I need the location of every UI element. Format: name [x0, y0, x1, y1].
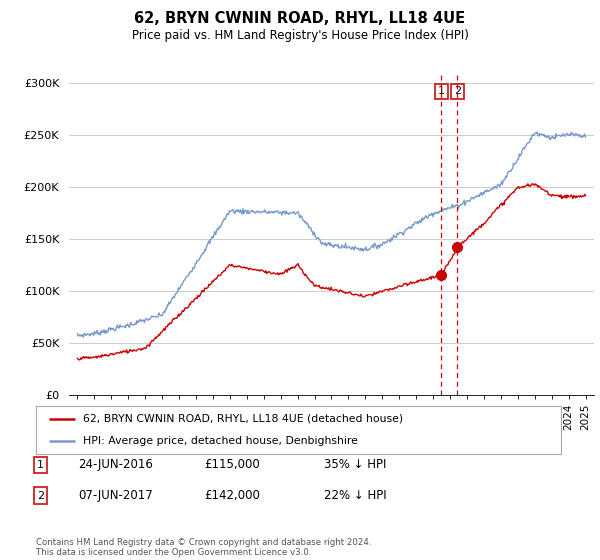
Text: 1: 1 [438, 86, 445, 96]
Text: 2: 2 [454, 86, 461, 96]
Text: 2: 2 [37, 491, 44, 501]
Text: Price paid vs. HM Land Registry's House Price Index (HPI): Price paid vs. HM Land Registry's House … [131, 29, 469, 42]
Text: 35% ↓ HPI: 35% ↓ HPI [324, 458, 386, 472]
Text: 24-JUN-2016: 24-JUN-2016 [78, 458, 153, 472]
Text: 07-JUN-2017: 07-JUN-2017 [78, 489, 153, 502]
Text: 1: 1 [37, 460, 44, 470]
Text: 22% ↓ HPI: 22% ↓ HPI [324, 489, 386, 502]
Text: £115,000: £115,000 [204, 458, 260, 472]
Text: Contains HM Land Registry data © Crown copyright and database right 2024.
This d: Contains HM Land Registry data © Crown c… [36, 538, 371, 557]
Text: 62, BRYN CWNIN ROAD, RHYL, LL18 4UE (detached house): 62, BRYN CWNIN ROAD, RHYL, LL18 4UE (det… [83, 414, 403, 424]
Text: 62, BRYN CWNIN ROAD, RHYL, LL18 4UE: 62, BRYN CWNIN ROAD, RHYL, LL18 4UE [134, 11, 466, 26]
Text: £142,000: £142,000 [204, 489, 260, 502]
Text: HPI: Average price, detached house, Denbighshire: HPI: Average price, detached house, Denb… [83, 436, 358, 446]
